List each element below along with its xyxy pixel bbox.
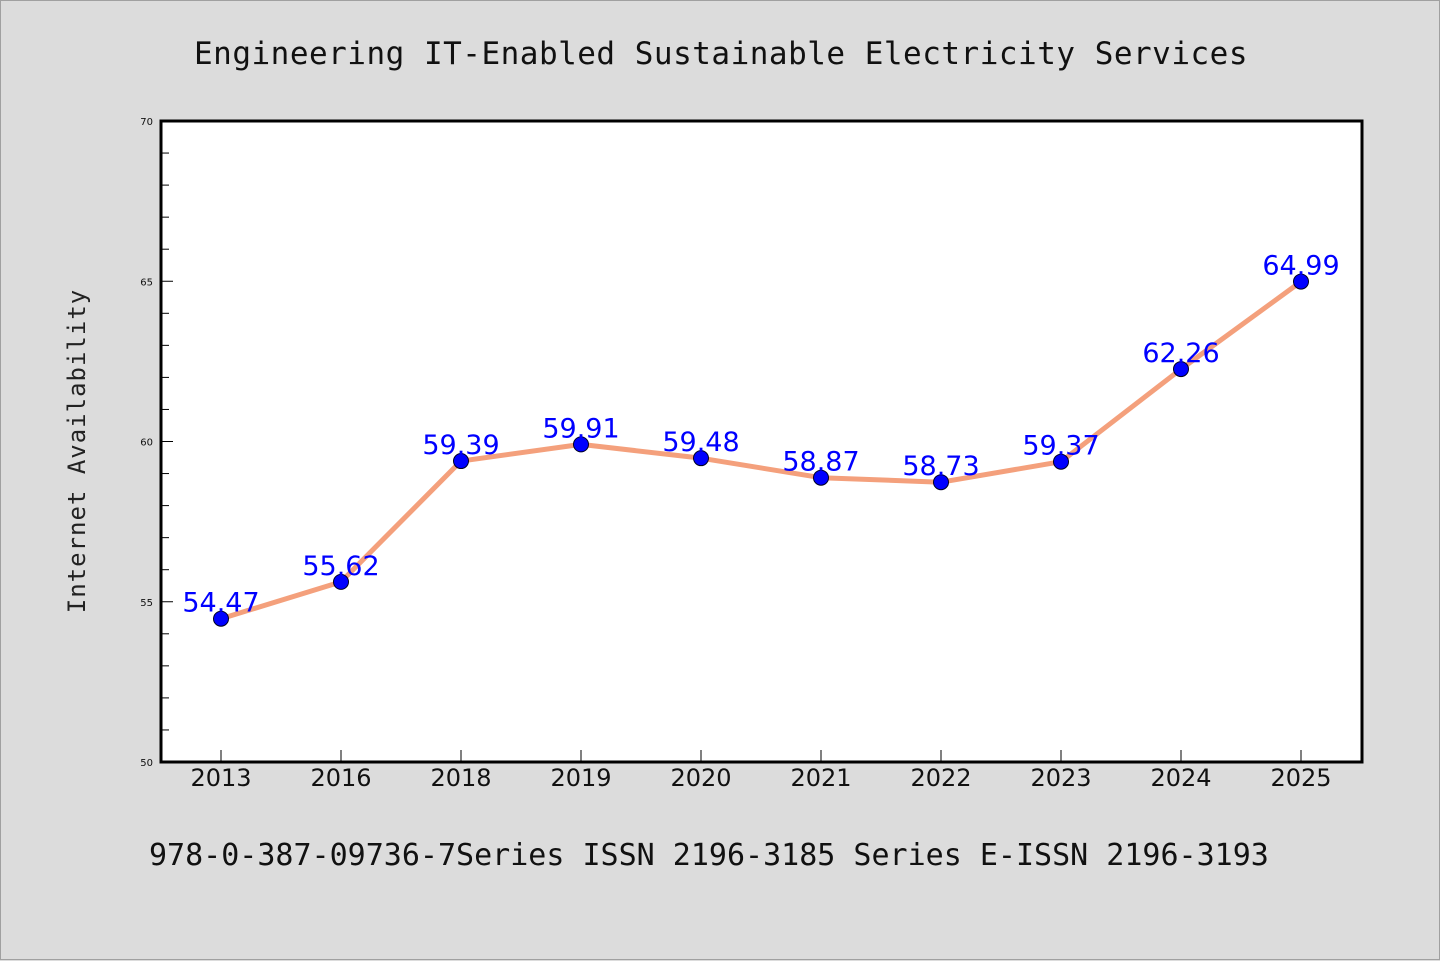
footer-isbn-text: 978-0-387-09736-7Series ISSN 2196-3185 S… — [149, 838, 1269, 873]
x-tick-label: 2013 — [190, 764, 251, 792]
data-labels-layer: 54.47 55.62 59.39 59.91 59.48 58.87 58.73 59.37… — [182, 251, 1339, 619]
data-label: 58.87 — [782, 447, 859, 478]
data-label: 59.48 — [662, 427, 739, 458]
x-tick-label: 2020 — [670, 764, 731, 792]
data-point — [933, 474, 949, 491]
data-point — [1053, 453, 1069, 470]
y-tick-label: 60 — [140, 438, 153, 449]
data-point — [213, 610, 229, 627]
x-tick-label: 2021 — [790, 764, 851, 792]
data-label: 58.73 — [902, 451, 979, 482]
x-tick-label: 2024 — [1150, 764, 1211, 792]
data-point — [693, 450, 709, 467]
series-line — [218, 279, 1304, 622]
data-point — [453, 453, 469, 470]
x-tick-label: 2022 — [910, 764, 971, 792]
data-label: 64.99 — [1262, 251, 1339, 282]
x-tick-label: 2025 — [1270, 764, 1331, 792]
y-tick-label: 55 — [140, 598, 153, 609]
x-tick-label: 2016 — [310, 764, 371, 792]
data-point — [333, 573, 349, 590]
data-label: 59.91 — [542, 413, 619, 444]
chart-title: Engineering IT-Enabled Sustainable Elect… — [194, 36, 1248, 72]
x-tick-label: 2023 — [1030, 764, 1091, 792]
data-label: 55.62 — [302, 551, 379, 582]
data-point — [813, 469, 829, 486]
plot-area — [159, 119, 1364, 764]
y-tick-label: 50 — [140, 758, 153, 769]
y-axis-label: Internet Availability — [63, 289, 91, 613]
markers-layer — [213, 273, 1309, 627]
x-tick-label: 2019 — [550, 764, 611, 792]
x-axis: 2013 2016 2018 2019 2020 2021 2022 2023 2024 2025 — [190, 750, 1332, 792]
data-label: 59.37 — [1022, 431, 1099, 462]
y-axis: 50 55 60 65 70 — [140, 117, 173, 769]
data-label: 62.26 — [1142, 338, 1219, 369]
x-tick-label: 2018 — [430, 764, 491, 792]
series-layer — [218, 279, 1304, 622]
data-label: 54.47 — [182, 588, 259, 619]
data-point — [573, 436, 589, 453]
data-label: 59.39 — [422, 430, 499, 461]
y-tick-label: 65 — [140, 277, 153, 288]
data-point — [1173, 361, 1189, 378]
y-tick-label: 70 — [140, 117, 153, 128]
data-point — [1293, 273, 1309, 290]
